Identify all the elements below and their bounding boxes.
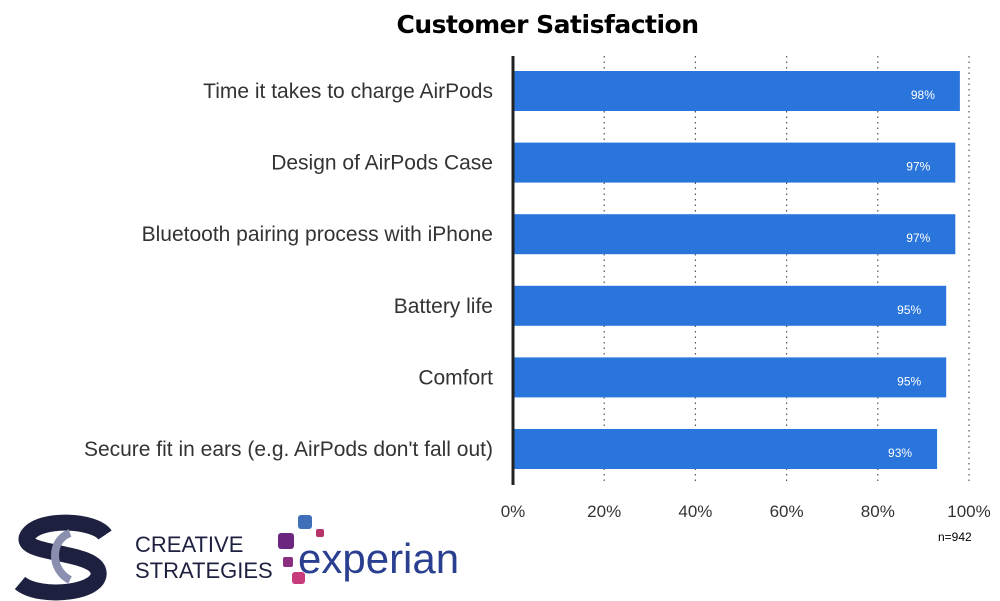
sample-size-note: n=942 xyxy=(938,530,972,544)
x-tick-label: 40% xyxy=(678,502,712,521)
data-label: 97% xyxy=(906,231,930,245)
x-tick-label: 100% xyxy=(947,502,990,521)
creative-strategies-logo: CREATIVE STRATEGIES xyxy=(14,514,273,601)
category-label: Secure fit in ears (e.g. AirPods don't f… xyxy=(84,438,493,461)
svg-text:experian: experian xyxy=(298,535,459,582)
x-tick-label: 80% xyxy=(861,502,895,521)
category-label: Comfort xyxy=(418,366,493,389)
x-tick-label: 60% xyxy=(770,502,804,521)
bar xyxy=(513,214,956,255)
category-label: Design of AirPods Case xyxy=(271,152,493,175)
chart-title: Customer Satisfaction xyxy=(396,10,699,39)
svg-text:CREATIVE: CREATIVE xyxy=(135,532,243,557)
category-label: Battery life xyxy=(394,295,493,318)
category-label: Bluetooth pairing process with iPhone xyxy=(142,223,493,246)
bar xyxy=(513,357,947,398)
x-tick-label: 0% xyxy=(501,502,526,521)
bar xyxy=(513,142,956,183)
logos: CREATIVE STRATEGIES experian xyxy=(14,514,459,601)
svg-text:STRATEGIES: STRATEGIES xyxy=(135,558,273,583)
bar xyxy=(513,71,960,111)
data-label: 93% xyxy=(888,446,912,460)
data-label: 95% xyxy=(897,374,921,388)
experian-logo: experian xyxy=(278,515,459,584)
bar xyxy=(513,429,938,469)
data-label: 97% xyxy=(906,160,930,174)
category-label: Time it takes to charge AirPods xyxy=(203,80,493,103)
x-tick-label: 20% xyxy=(587,502,621,521)
data-label: 95% xyxy=(897,303,921,317)
bar xyxy=(513,285,947,326)
data-label: 98% xyxy=(911,88,935,102)
